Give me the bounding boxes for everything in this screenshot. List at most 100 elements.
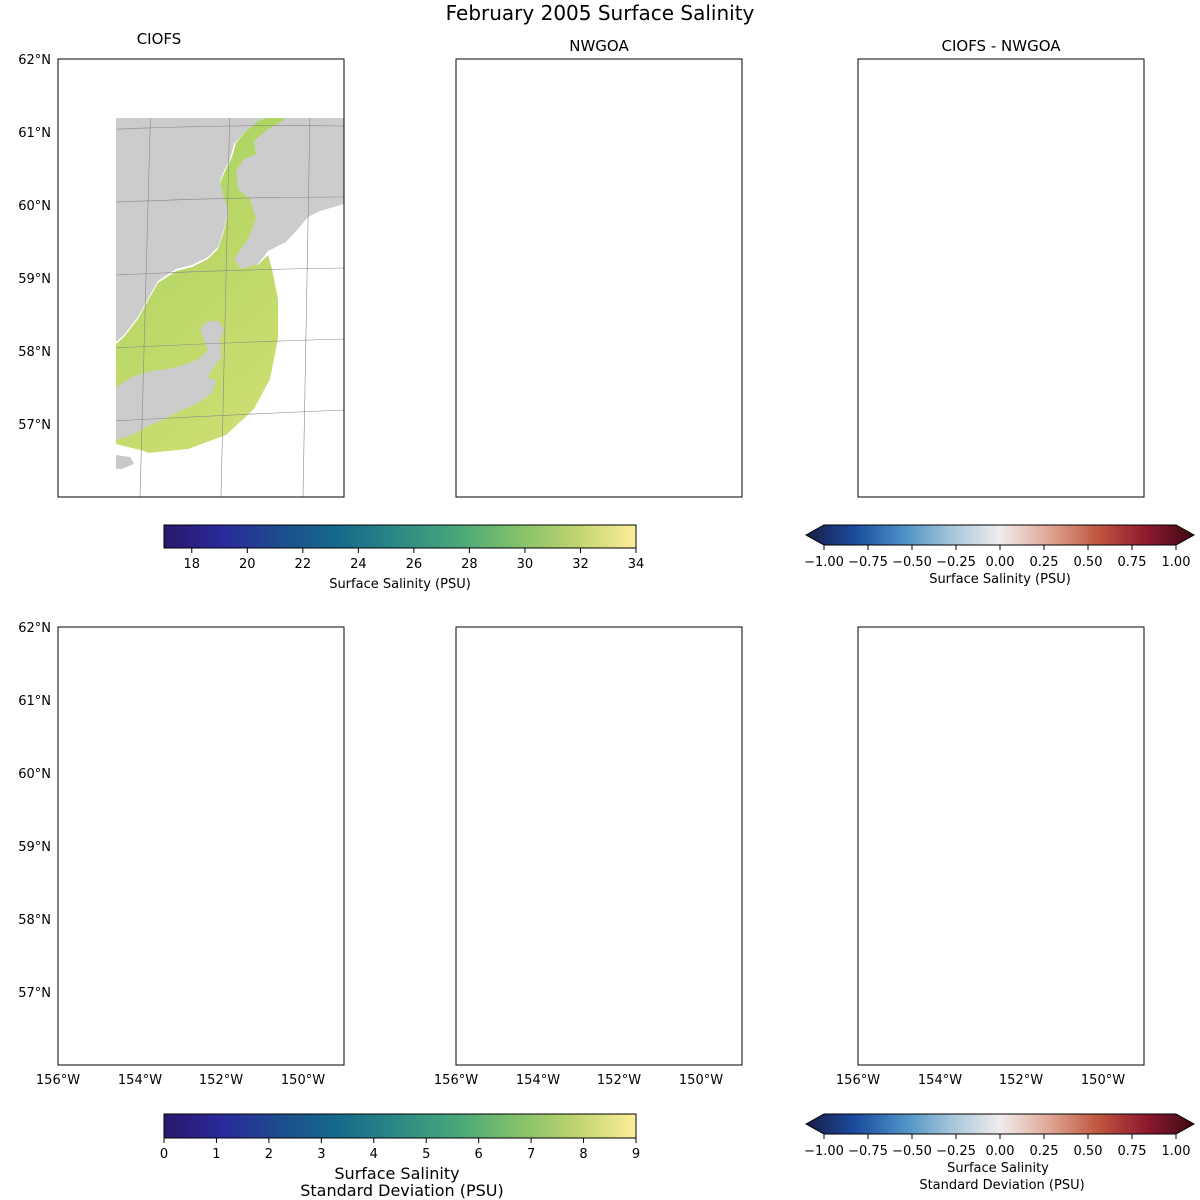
colorbar-tick-label: 4 <box>370 1147 378 1162</box>
colorbar-tick-label: 6 <box>475 1147 483 1162</box>
longitude-tick-label: 152°W <box>597 1073 641 1088</box>
colorbar-tick-label: 1.00 <box>1162 1144 1191 1159</box>
map-frame <box>57 626 345 1066</box>
latitude-gridline <box>58 907 344 919</box>
latitude-gridline <box>456 836 742 846</box>
colorbar-tick-label: 8 <box>579 1147 587 1162</box>
latitude-gridline <box>456 410 742 424</box>
latitude-tick-label: 62°N <box>18 621 51 636</box>
colorbar-std-diff-label-line1: Surface Salinity <box>947 1161 1049 1176</box>
panel-title: CIOFS <box>137 30 182 48</box>
land-small-island <box>106 1023 134 1037</box>
high-std-coastal-spot <box>534 827 548 845</box>
colorbar-tick-label: 34 <box>628 557 645 572</box>
colorbar-std-diff-label-line2: Standard Deviation (PSU) <box>919 1178 1084 1193</box>
latitude-gridline <box>116 267 345 276</box>
map-panel-mean_nwgoa: NWGOA <box>455 37 743 498</box>
ocean-background <box>858 627 1144 1065</box>
colorbar-tick-label: 0.50 <box>1074 1144 1103 1159</box>
panel-title: CIOFS - NWGOA <box>941 37 1061 55</box>
colorbar-tick-label: −1.00 <box>804 1144 844 1159</box>
longitude-tick-label: 154°W <box>118 1073 162 1088</box>
latitude-gridline <box>858 339 1144 351</box>
colorbar-std-label-line2: Standard Deviation (PSU) <box>300 1181 504 1200</box>
map-panel-mean_diff: CIOFS - NWGOA <box>857 37 1145 498</box>
colorbar-tick-label: 32 <box>572 557 589 572</box>
map-panel-std_nwgoa: 156°W 154°W 152°W 150°W <box>434 622 743 1088</box>
longitude-gridline <box>456 627 470 1065</box>
longitude-gridline <box>456 59 470 497</box>
colorbar-mean-diff-label: Surface Salinity (PSU) <box>929 572 1071 587</box>
colorbar-std-bar <box>163 1113 637 1139</box>
colorbar-tick-label: 24 <box>350 557 367 572</box>
colorbar-tick-label: 26 <box>406 557 423 572</box>
colorbar-tick-label: 0.25 <box>1030 1144 1059 1159</box>
latitude-tick-label: 59°N <box>18 840 51 855</box>
map-frame <box>857 58 1145 498</box>
land-mainland <box>116 118 344 343</box>
colorbar-tick-label: −0.75 <box>848 1144 888 1159</box>
latitude-gridline <box>58 694 344 700</box>
salinity-field <box>858 97 1104 453</box>
longitude-gridline <box>701 59 709 497</box>
ocean-background <box>456 627 742 1065</box>
latitude-gridline <box>858 197 1144 205</box>
land-kodiak-island <box>116 321 224 440</box>
colorbar-std-label-line1: Surface Salinity <box>334 1164 459 1183</box>
salinity-field <box>858 665 1104 1021</box>
longitude-gridline <box>858 627 872 1065</box>
land-kodiak-island <box>500 889 622 1009</box>
longitude-gridline <box>58 627 72 1065</box>
land-small-island <box>906 455 934 469</box>
longitude-tick-label: 150°W <box>679 1073 723 1088</box>
latitude-gridline <box>116 338 345 349</box>
land-small-island <box>504 455 532 469</box>
colorbar-tick-label: 22 <box>295 557 312 572</box>
map-body <box>456 54 742 497</box>
salinity-field <box>58 665 304 1021</box>
colorbar-std-difference: −1.00 −0.75 −0.50 −0.25 0.00 0.25 0.50 0.75 1.00… <box>804 1113 1196 1193</box>
land-kodiak-island <box>902 889 1024 1009</box>
map-body <box>58 622 344 1065</box>
map-frame <box>57 58 345 498</box>
colorbar-tick-label: 0.25 <box>1030 555 1059 570</box>
colorbar-std-salinity: 0 1 2 3 4 5 6 7 8 9 Surface Salinity Standard Dev… <box>160 1113 640 1200</box>
latitude-gridline <box>858 268 1144 278</box>
land-mainland <box>858 59 1144 387</box>
land-small-island <box>906 1023 934 1037</box>
land-mainland <box>858 627 1144 955</box>
longitude-gridline <box>1103 627 1111 1065</box>
negative-upper-inlet <box>1054 99 1104 125</box>
latitude-tick-label: 60°N <box>18 767 51 782</box>
colorbar-tick-label: 5 <box>422 1147 430 1162</box>
latitude-gridline <box>858 836 1144 846</box>
latitude-tick-label: 58°N <box>18 345 51 360</box>
latitude-tick-label: 58°N <box>18 913 51 928</box>
longitude-gridline <box>139 118 151 498</box>
latitude-tick-label: 57°N <box>18 986 51 1001</box>
latitude-gridline <box>456 694 742 700</box>
colorbar-tick-label: 7 <box>527 1147 535 1162</box>
longitude-tick-label: 150°W <box>1081 1073 1125 1088</box>
salinity-field <box>116 118 289 453</box>
map-body <box>858 622 1144 1065</box>
latitude-tick-label: 61°N <box>18 126 51 141</box>
colorbar-tick-label: −0.50 <box>892 1144 932 1159</box>
colorbar-mean-ticks: 18 20 22 24 26 28 30 32 34 <box>183 548 644 572</box>
longitude-gridline <box>221 627 231 1065</box>
colorbar-tick-label: −0.25 <box>936 1144 976 1159</box>
land-small-island <box>116 455 134 469</box>
latitude-tick-label: 62°N <box>18 53 51 68</box>
colorbar-tick-label: −0.50 <box>892 555 932 570</box>
longitude-gridline <box>140 627 152 1065</box>
longitude-tick-label: 156°W <box>36 1073 80 1088</box>
latitude-gridline <box>456 765 742 773</box>
strong-positive-patch <box>934 251 974 291</box>
land-kodiak-island <box>902 321 1024 441</box>
colorbar-std-diff-bar <box>804 1113 1196 1135</box>
map-panel-std_ciofs: 62°N 61°N 60°N 59°N 58°N 57°N 156°W 154°W 152°W 1… <box>18 621 345 1088</box>
positive-difference-band <box>858 113 1088 403</box>
map-body <box>456 622 742 1065</box>
land-kodiak-island <box>102 889 224 1009</box>
panel-title: NWGOA <box>569 37 629 55</box>
